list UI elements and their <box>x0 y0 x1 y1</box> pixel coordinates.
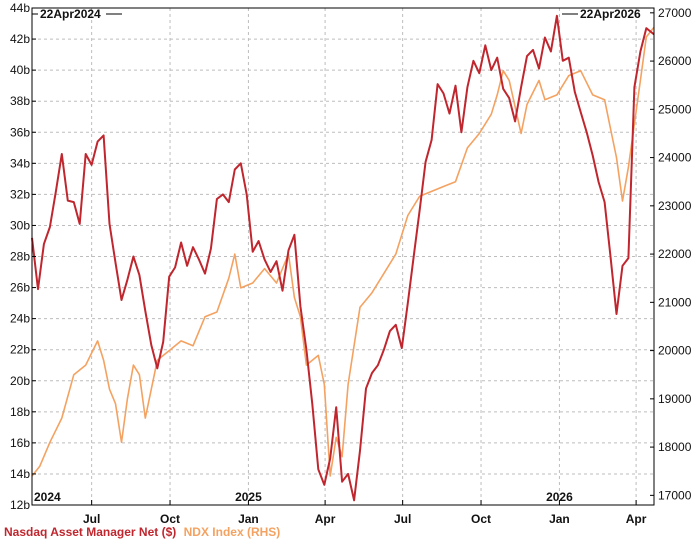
right-axis: 17000 18000 19000 20000 21000 22000 23000 24000… <box>650 6 692 502</box>
end-date-label: 22Apr2026 <box>580 7 641 21</box>
year-label: 2026 <box>546 490 573 504</box>
date-range-header: 22Apr2024 22Apr2026 <box>32 7 641 21</box>
right-tick-label: 19000 <box>658 392 692 406</box>
start-date-label: 22Apr2024 <box>40 7 101 21</box>
x-tick-label: Jul <box>394 512 411 526</box>
left-tick-label: 28b <box>10 250 30 264</box>
left-tick-label: 32b <box>10 187 30 201</box>
year-label: 2025 <box>235 490 262 504</box>
series-lines <box>31 14 655 502</box>
x-tick-label: Oct <box>471 512 491 526</box>
x-tick-label: Jan <box>549 512 570 526</box>
right-tick-label: 17000 <box>658 488 692 502</box>
right-tick-label: 22000 <box>658 247 692 261</box>
right-tick-label: 21000 <box>658 295 692 309</box>
left-tick-label: 42b <box>10 32 30 46</box>
ndx-index-line <box>31 26 655 477</box>
left-tick-label: 44b <box>10 1 30 15</box>
legend-left-series: Nasdaq Asset Manager Net ($) <box>4 525 177 539</box>
right-tick-label: 27000 <box>658 6 692 20</box>
x-tick-label: Apr <box>315 512 336 526</box>
right-tick-label: 20000 <box>658 344 692 358</box>
left-tick-label: 30b <box>10 218 30 232</box>
right-tick-label: 23000 <box>658 199 692 213</box>
left-axis: 12b 14b 16b 18b 20b 22b 24b 26b 28b 30b 32b 34b 36b 3… <box>10 1 36 512</box>
x-tick-label: Apr <box>626 512 647 526</box>
gridlines <box>32 8 654 505</box>
left-tick-label: 18b <box>10 405 30 419</box>
x-tick-label: Jan <box>238 512 259 526</box>
right-tick-label: 26000 <box>658 54 692 68</box>
left-tick-label: 14b <box>10 467 30 481</box>
left-tick-label: 26b <box>10 281 30 295</box>
left-tick-label: 24b <box>10 312 30 326</box>
right-tick-label: 24000 <box>658 151 692 165</box>
left-tick-label: 34b <box>10 156 30 170</box>
left-tick-label: 40b <box>10 63 30 77</box>
right-tick-label: 25000 <box>658 102 692 116</box>
left-tick-label: 20b <box>10 374 30 388</box>
x-tick-label: Oct <box>160 512 180 526</box>
legend: Nasdaq Asset Manager Net ($) NDX Index (… <box>4 525 280 539</box>
legend-right-series: NDX Index (RHS) <box>183 525 281 539</box>
right-tick-label: 18000 <box>658 440 692 454</box>
left-tick-label: 36b <box>10 125 30 139</box>
left-tick-label: 12b <box>10 498 30 512</box>
left-tick-label: 16b <box>10 436 30 450</box>
left-tick-label: 22b <box>10 343 30 357</box>
x-axis: Jul Oct Jan Apr Jul Oct Jan Apr 2024 2025 2026 <box>34 490 647 526</box>
asset-manager-net-line <box>31 14 655 502</box>
x-tick-label: Jul <box>83 512 100 526</box>
left-tick-label: 38b <box>10 94 30 108</box>
year-label: 2024 <box>34 490 61 504</box>
